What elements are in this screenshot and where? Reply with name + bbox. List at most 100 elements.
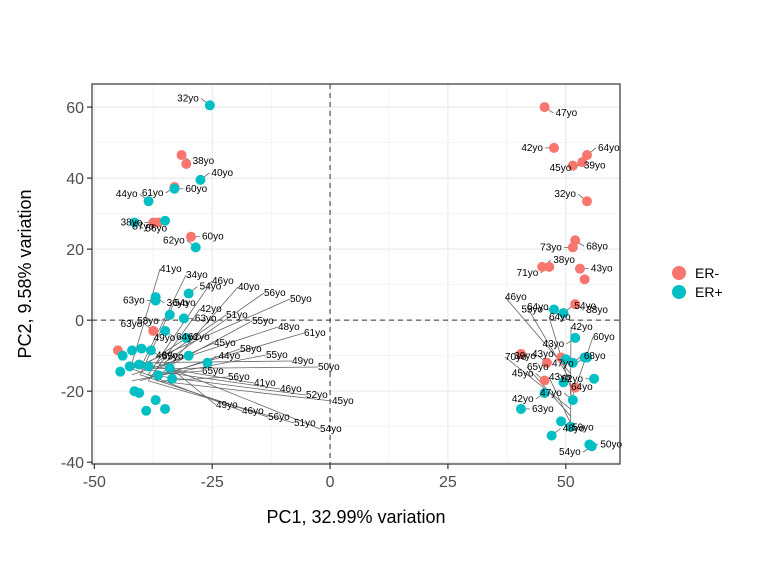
point-label: 38yo	[121, 218, 143, 229]
data-point	[117, 350, 128, 361]
data-point	[143, 196, 154, 207]
point-label: 47yo	[556, 108, 578, 119]
data-points	[112, 100, 600, 452]
data-point	[567, 242, 578, 253]
data-point	[145, 345, 156, 356]
point-label: 63yo	[195, 313, 217, 324]
point-label: 43yo	[532, 349, 554, 360]
data-point	[136, 343, 147, 354]
point-label: 50yo	[290, 294, 312, 305]
data-point	[115, 366, 126, 377]
point-label: 51yo	[226, 310, 248, 321]
data-point	[148, 325, 159, 336]
point-label: 60yo	[593, 332, 615, 343]
point-label: 64yo	[571, 382, 593, 393]
point-label: 40yo	[238, 282, 260, 293]
point-label: 70yo	[505, 352, 527, 363]
point-label: 41yo	[254, 378, 276, 389]
data-point	[183, 288, 194, 299]
data-point	[186, 231, 196, 242]
data-point	[567, 357, 578, 368]
point-label: 46yo	[280, 384, 302, 395]
point-label: 42yo	[512, 394, 534, 405]
point-label: 54yo	[559, 447, 581, 458]
point-label: 41yo	[160, 264, 182, 275]
point-label: 62yo	[188, 332, 210, 343]
point-label: 56yo	[145, 224, 167, 235]
gridlines	[92, 84, 620, 464]
point-label: 65yo	[527, 362, 549, 373]
point-label: 65yo	[162, 351, 184, 362]
legend-label: ER-	[695, 265, 719, 281]
data-point	[567, 160, 578, 171]
point-label: 32yo	[177, 93, 199, 104]
point-label: 62yo	[163, 235, 185, 246]
legend: ER- ER+	[672, 265, 723, 300]
x-tick-label: 0	[326, 474, 335, 491]
data-point	[570, 299, 581, 310]
point-label: 45yo	[512, 369, 534, 380]
y-tick-label: 20	[66, 242, 84, 259]
label-leader-line	[131, 298, 291, 370]
label-leader-line	[147, 280, 213, 376]
point-label: 63yo	[532, 404, 554, 415]
data-point	[558, 377, 569, 388]
point-label: 56yo	[228, 372, 250, 383]
point-label: 42yo	[200, 304, 222, 315]
point-label: 51yo	[294, 418, 316, 429]
x-axis-ticks: -50 -25 0 25 50	[83, 464, 575, 491]
data-point	[565, 421, 576, 432]
point-label: 40yo	[211, 168, 233, 179]
point-label: 43yo	[591, 264, 613, 275]
data-point	[150, 295, 161, 306]
point-label: 46yo	[242, 406, 264, 417]
point-label: 71yo	[517, 268, 539, 279]
point-label: 68yo	[586, 241, 608, 252]
data-point	[181, 158, 192, 169]
label-leader-line	[163, 292, 265, 364]
data-point	[539, 387, 550, 398]
point-label: 38yo	[553, 255, 575, 266]
label-leader-line	[140, 360, 293, 364]
point-label: 64yo	[549, 312, 571, 323]
point-label: 50yo	[318, 362, 340, 373]
point-label: 56yo	[268, 412, 290, 423]
data-point	[153, 370, 163, 381]
point-label: 34yo	[186, 270, 208, 281]
data-point	[574, 263, 585, 274]
label-leader-line	[163, 320, 253, 370]
data-point	[195, 174, 206, 185]
data-point	[582, 150, 592, 161]
point-label: 42yo	[521, 143, 543, 154]
data-point	[134, 387, 145, 398]
point-label: 49yo	[292, 356, 314, 367]
point-label: 39yo	[584, 161, 606, 172]
point-label: 60yo	[202, 232, 224, 243]
data-point	[541, 357, 552, 368]
data-point	[577, 157, 588, 168]
data-point	[549, 142, 559, 153]
point-label: 32yo	[554, 189, 576, 200]
point-label: 43yo	[549, 372, 571, 383]
data-point	[546, 430, 557, 441]
y-tick-label: 0	[75, 313, 84, 330]
data-point	[141, 405, 152, 416]
data-point	[190, 242, 201, 253]
point-label: 60yo	[186, 184, 208, 195]
point-label: 46yo	[156, 351, 178, 362]
data-point	[164, 363, 175, 374]
data-point	[558, 308, 569, 319]
label-leader-line	[155, 362, 321, 430]
point-label: 82yo	[561, 374, 583, 385]
point-label: 54yo	[574, 301, 596, 312]
label-leader-line	[139, 374, 269, 418]
data-point	[176, 150, 187, 161]
data-point	[579, 274, 590, 285]
point-label: 64yo	[176, 332, 198, 343]
point-label: 38yo	[586, 305, 608, 316]
plot-background	[92, 84, 620, 464]
data-point	[516, 348, 526, 359]
point-label: 54yo	[320, 424, 342, 435]
point-label: 48yo	[563, 424, 585, 435]
